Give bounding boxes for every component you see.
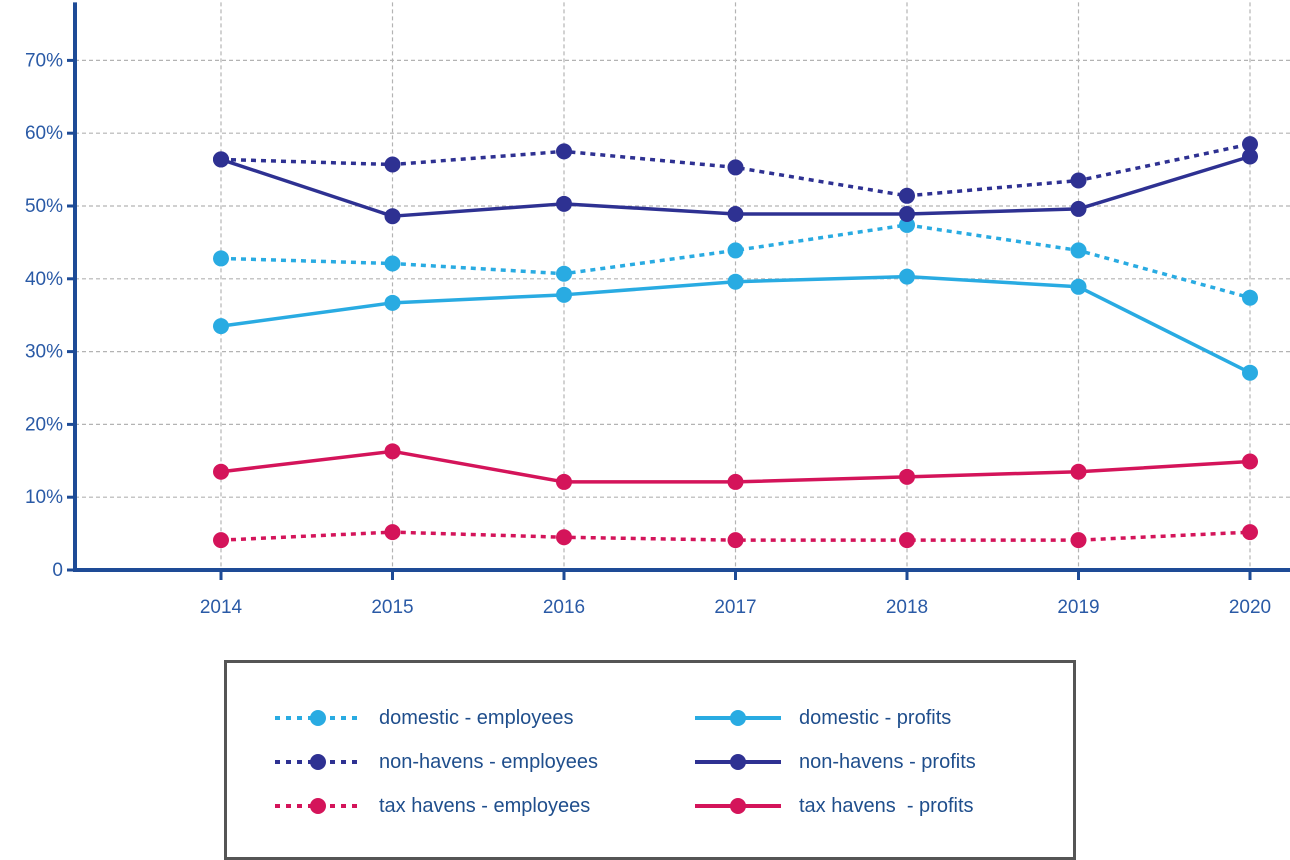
data-point	[1070, 532, 1087, 549]
data-point	[384, 156, 401, 173]
legend-marker-tax-havens-employees	[275, 798, 361, 814]
data-point	[384, 294, 401, 311]
data-point	[384, 443, 401, 460]
y-tick-label: 30%	[25, 342, 63, 363]
legend-marker-domestic-profits	[695, 710, 781, 726]
legend-marker-domestic-employees	[275, 710, 361, 726]
data-point	[899, 206, 915, 223]
x-tick-label: 2014	[200, 597, 243, 618]
legend-label: domestic - employees	[379, 706, 574, 729]
data-point	[556, 265, 572, 282]
legend-marker-non-havens-profits	[695, 754, 781, 770]
legend-item-domestic-employees: domestic - employees	[273, 703, 574, 733]
series-tax-havens-employees	[213, 524, 1258, 549]
y-tick-label: 60%	[25, 123, 63, 144]
x-tick-label: 2016	[543, 597, 585, 618]
series-domestic-profits	[213, 268, 1258, 381]
data-point	[727, 273, 744, 290]
data-point	[899, 268, 915, 285]
data-point	[899, 468, 915, 485]
data-point	[1242, 524, 1258, 541]
data-point	[899, 187, 915, 204]
legend-marker-tax-havens-profits	[695, 798, 781, 814]
legend-item-tax-havens-employees: tax havens - employees	[273, 791, 590, 821]
legend-label: domestic - profits	[799, 706, 952, 729]
y-tick-label: 70%	[25, 50, 63, 71]
y-tick-label: 40%	[25, 269, 63, 290]
axes	[67, 2, 1290, 580]
data-point	[556, 143, 572, 160]
series-non-havens-profits	[213, 148, 1258, 225]
x-tick-label: 2015	[371, 597, 413, 618]
data-point	[727, 159, 744, 176]
data-point	[556, 286, 572, 303]
series-domestic-employees	[213, 216, 1258, 306]
data-point	[1242, 453, 1258, 470]
data-point	[727, 532, 744, 549]
data-point	[1242, 289, 1258, 306]
data-point	[1070, 172, 1087, 189]
y-tick-label: 10%	[25, 487, 63, 508]
data-point	[213, 463, 229, 480]
data-point	[1070, 200, 1087, 217]
legend-item-non-havens-employees: non-havens - employees	[273, 747, 598, 777]
data-point	[384, 255, 401, 272]
data-point	[1070, 278, 1087, 295]
data-point	[727, 242, 744, 259]
legend-marker-non-havens-employees	[275, 754, 361, 770]
x-tick-label: 2018	[886, 597, 928, 618]
legend: domestic - employees domestic - profits …	[224, 660, 1076, 860]
data-point	[727, 473, 744, 490]
legend-label: non-havens - employees	[379, 750, 599, 773]
data-point	[556, 529, 572, 546]
data-point	[213, 532, 229, 549]
data-point	[384, 524, 401, 541]
data-point	[1242, 364, 1258, 381]
data-point	[213, 250, 229, 267]
data-point	[384, 208, 401, 225]
legend-label: tax havens - employees	[379, 794, 591, 817]
x-tick-label: 2019	[1057, 597, 1099, 618]
data-point	[556, 473, 572, 490]
legend-item-domestic-profits: domestic - profits	[693, 703, 951, 733]
data-point	[213, 318, 229, 335]
series-lines	[213, 136, 1258, 549]
data-point	[1070, 463, 1087, 480]
x-tick-label: 2020	[1229, 597, 1271, 618]
legend-item-tax-havens-profits: tax havens - profits	[693, 791, 974, 821]
data-point	[1242, 148, 1258, 165]
data-point	[727, 206, 744, 223]
series-tax-havens-profits	[213, 443, 1258, 490]
tick-labels: 0 10% 20% 30% 40% 50% 60% 70% 2014 2015 2016 2017 20…	[25, 50, 1271, 618]
data-point	[1070, 242, 1087, 259]
y-tick-label: 0	[52, 560, 63, 581]
y-tick-label: 50%	[25, 196, 63, 217]
legend-item-non-havens-profits: non-havens - profits	[693, 747, 976, 777]
legend-label: non-havens - profits	[799, 750, 976, 773]
legend-label: tax havens - profits	[799, 794, 974, 817]
data-point	[213, 151, 229, 168]
data-point	[1242, 136, 1258, 153]
data-point	[556, 195, 572, 212]
x-tick-label: 2017	[714, 597, 756, 618]
data-point	[899, 532, 915, 549]
y-tick-label: 20%	[25, 414, 63, 435]
line-chart: 0 10% 20% 30% 40% 50% 60% 70% 2014 2015 2016 2017 20…	[25, 2, 1290, 618]
